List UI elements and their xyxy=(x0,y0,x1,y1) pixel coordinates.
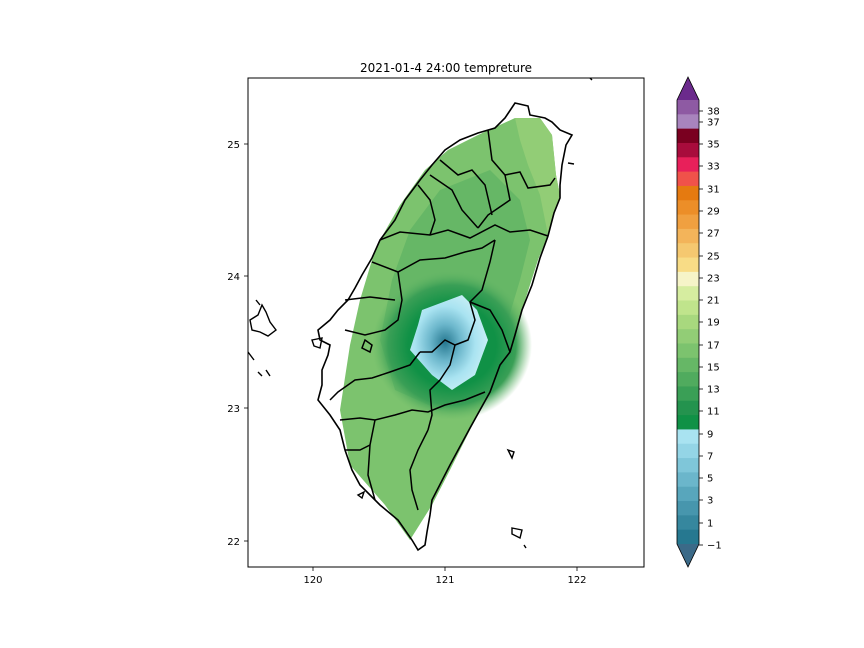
y-tick-label: 25 xyxy=(227,140,240,151)
colorbar-segment xyxy=(677,157,699,173)
colorbar-segment xyxy=(677,214,699,230)
colorbar-segment xyxy=(677,415,699,430)
colorbar-segment xyxy=(677,515,699,531)
colorbar-segment xyxy=(677,343,699,359)
colorbar-tick-label: 37 xyxy=(707,118,720,129)
colorbar-segment xyxy=(677,271,699,287)
colorbar-segment xyxy=(677,529,699,545)
temperature-field-light-band xyxy=(515,118,560,235)
x-axis: 120 121 122 xyxy=(303,567,587,586)
colorbar-tick-label: 27 xyxy=(707,229,720,240)
x-tick-label: 121 xyxy=(435,575,454,586)
colorbar-tick-label: 23 xyxy=(707,274,720,285)
colorbar-segment xyxy=(677,185,699,201)
y-tick-label: 23 xyxy=(227,404,240,415)
colorbar-tick-label: 29 xyxy=(707,207,720,218)
colorbar-tick-label: 21 xyxy=(707,296,720,307)
colorbar-segment xyxy=(677,429,699,445)
x-tick-label: 120 xyxy=(303,575,322,586)
colorbar-segment xyxy=(677,400,699,416)
colorbar-segment xyxy=(677,142,699,158)
colorbar-extend-min xyxy=(677,544,699,567)
colorbar-tick-label: 19 xyxy=(707,318,720,329)
colorbar-tick-label: 1 xyxy=(707,519,713,530)
colorbar-tick-label: −1 xyxy=(707,541,722,552)
map-axes xyxy=(248,78,644,567)
colorbar-segments xyxy=(677,100,699,545)
colorbar-segment xyxy=(677,128,699,144)
colorbar-segment xyxy=(677,286,699,302)
colorbar-segment xyxy=(677,314,699,330)
map-frame xyxy=(247,77,645,568)
colorbar-segment xyxy=(677,200,699,216)
colorbar-segment xyxy=(677,257,699,273)
orchid-island xyxy=(511,527,523,540)
colorbar-tick-label: 7 xyxy=(707,452,713,463)
temperature-field xyxy=(340,118,560,540)
colorbar-segment xyxy=(677,372,699,387)
colorbar-segment xyxy=(677,458,699,473)
taiwan-coastline xyxy=(317,102,574,552)
colorbar-tick-label: 5 xyxy=(707,474,713,485)
colorbar-tick-label: 25 xyxy=(707,252,720,263)
colorbar-segment xyxy=(677,501,699,516)
colorbar-segment xyxy=(677,357,699,373)
colorbar-tick-label: 13 xyxy=(707,385,720,396)
colorbar-tick-label: 15 xyxy=(707,363,720,374)
colorbar-tick-label: 38 xyxy=(707,107,720,118)
map-title: 2021-01-4 24:00 tempreture xyxy=(360,61,532,75)
colorbar-segment xyxy=(677,486,699,502)
colorbar-segment xyxy=(677,329,699,344)
colorbar-segment xyxy=(677,243,699,259)
colorbar-tick-label: 9 xyxy=(707,430,713,441)
colorbar-tick-label: 11 xyxy=(707,407,720,418)
colorbar-segment xyxy=(677,114,699,130)
colorbar-outline xyxy=(676,76,700,568)
county-boundaries xyxy=(329,129,556,511)
colorbar-segment xyxy=(677,171,699,187)
colorbar-segment xyxy=(677,472,699,488)
colorbar-segment xyxy=(677,443,699,459)
colorbar-tick-label: 35 xyxy=(707,140,720,151)
colorbar-tick-label: 17 xyxy=(707,341,720,352)
colorbar-tick-label: 3 xyxy=(707,496,713,507)
colorbar-tick-label: 31 xyxy=(707,185,720,196)
colorbar-tick-label: 33 xyxy=(707,162,720,173)
colorbar-segment xyxy=(677,228,699,244)
colorbar-segment xyxy=(677,386,699,402)
x-tick-label: 122 xyxy=(567,575,586,586)
y-axis: 25 24 23 22 xyxy=(227,140,248,548)
colorbar-segment xyxy=(677,100,699,115)
y-tick-label: 22 xyxy=(227,537,240,548)
colorbar-segment xyxy=(677,300,699,316)
green-island xyxy=(506,448,515,460)
penghu-islands xyxy=(249,303,277,337)
colorbar-extend-max xyxy=(677,77,699,100)
y-tick-label: 24 xyxy=(227,272,240,283)
